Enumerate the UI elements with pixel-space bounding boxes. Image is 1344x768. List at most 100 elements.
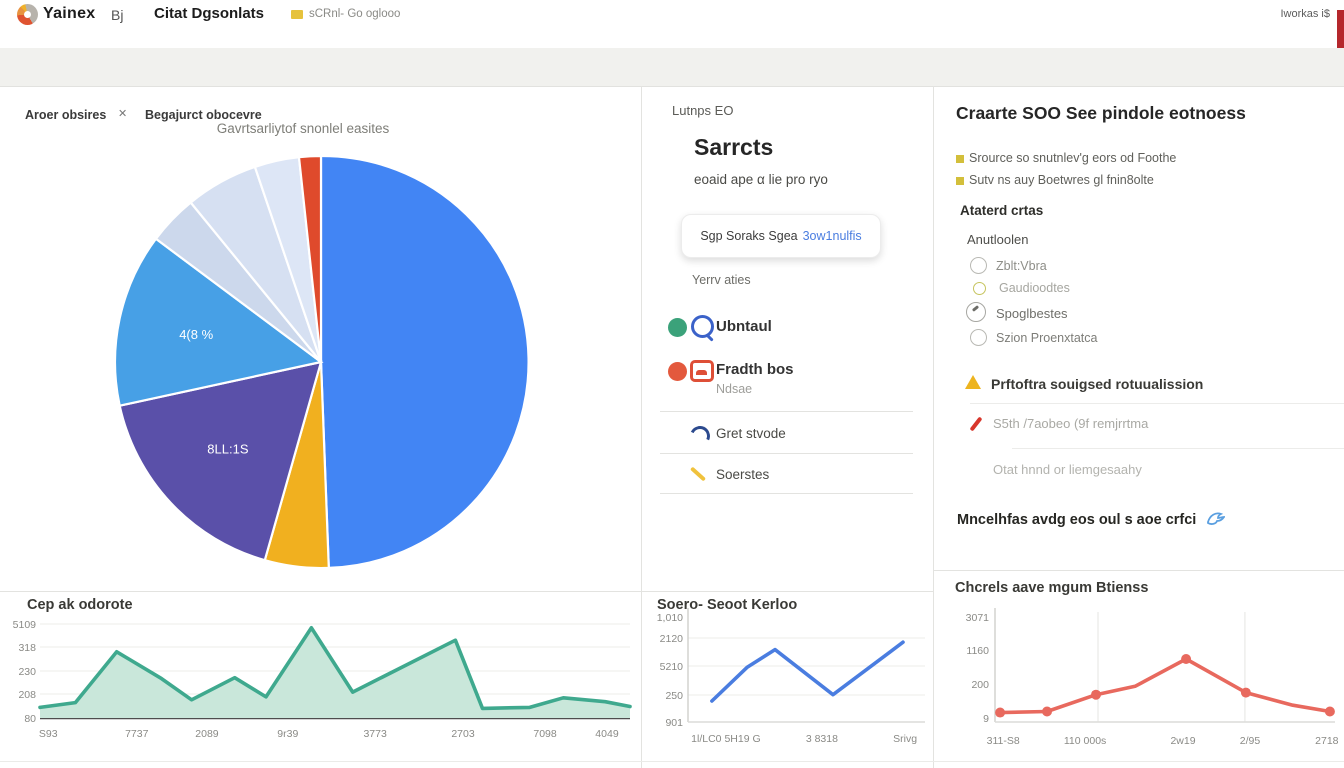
middle-list-label: Yerrv aties [692, 273, 751, 287]
right-divider [970, 403, 1344, 404]
tab-bar: Aroer obsires ✕ Begajurct obocevre [0, 48, 1344, 122]
blue-line-chart: 1,010 2120 5210 250 901 1l/LC0 5H19 G 3 8318 Sr… [657, 608, 925, 745]
right-divider [1012, 448, 1344, 449]
line-chart-title: Soero- Seoot Kerloo [657, 597, 798, 613]
download-button-link[interactable]: 3ow1nulfis [802, 229, 862, 243]
photo-icon [690, 360, 714, 382]
list-item-label: Soerstes [716, 467, 770, 482]
warning-label: Prftoftra souigsed rotuualission [991, 376, 1204, 392]
radio-label: Spoglbestes [996, 306, 1068, 321]
nav-badge-label[interactable]: sCRnl- Go oglooo [309, 8, 401, 20]
red-chart-title: Chcrels aave mgum Btienss [955, 580, 1149, 596]
list-item[interactable]: Fradth bos Ndsae [660, 356, 915, 402]
bullet-square-icon [956, 155, 964, 163]
svg-text:318: 318 [18, 642, 36, 654]
svg-text:901: 901 [665, 717, 683, 729]
right-section-label: Ataterd crtas [960, 203, 1044, 218]
middle-eyebrow: Lutnps EO [672, 103, 734, 118]
svg-text:3 8318: 3 8318 [806, 733, 838, 745]
svg-text:230: 230 [18, 666, 36, 678]
svg-text:110 000s: 110 000s [1064, 735, 1106, 747]
svg-text:80: 80 [24, 713, 36, 725]
radio-icon[interactable] [966, 302, 986, 322]
svg-text:7737: 7737 [125, 728, 149, 740]
divider-col-2 [933, 86, 934, 768]
radio-option[interactable]: Zblt:Vbra [970, 257, 1270, 277]
svg-text:208: 208 [18, 689, 36, 701]
list-item-label: Fradth bos [716, 361, 794, 378]
right-panel-title: Craarte SOO See pindole eotnoess [956, 103, 1246, 123]
svg-text:4049: 4049 [595, 728, 619, 740]
radio-option[interactable]: Szion Proenxtatca [970, 329, 1270, 349]
red-slash-icon [969, 416, 983, 432]
svg-text:1l/LC0 5H19 G: 1l/LC0 5H19 G [691, 733, 760, 745]
svg-text:5210: 5210 [660, 661, 684, 673]
svg-text:3773: 3773 [363, 728, 387, 740]
bullet-text: Sutv ns auy Boetwres gl fnin8olte [969, 173, 1154, 187]
pie-chart-title: Gavrtsarliytof snonlel easites [216, 121, 390, 136]
svg-text:2w19: 2w19 [1170, 735, 1195, 747]
download-button-label: Sgp Soraks Sgea [700, 229, 798, 243]
svg-text:1,010: 1,010 [657, 612, 683, 624]
bullet-text: Srource so snutnlev'g eors od Foothe [969, 151, 1177, 165]
svg-text:2703: 2703 [451, 728, 475, 740]
footer-note-row: Mncelhfas avdg eos oul s aoe crfci [957, 511, 1344, 531]
header-right-label[interactable]: Iworkas i$ [1280, 8, 1330, 20]
radio-icon[interactable] [970, 257, 987, 274]
warning-row[interactable]: Prftoftra souigsed rotuualission [965, 374, 1344, 394]
nav-item-primary[interactable]: Citat Dgsonlats [154, 5, 265, 22]
svg-text:9r39: 9r39 [277, 728, 298, 740]
red-line-chart: 3071 1160 200 9 311-S8 110 000s 2w19 2/95 2718 [966, 608, 1339, 747]
pie-chart: 8LL:1S 4(8 % [114, 155, 528, 569]
logo-text[interactable]: Yainex [43, 5, 96, 22]
svg-text:1160: 1160 [966, 645, 989, 657]
svg-text:2718: 2718 [1315, 735, 1339, 747]
download-button[interactable]: Sgp Soraks Sgea 3ow1nulfis [681, 214, 881, 258]
radio-group-label: Anutloolen [967, 232, 1029, 247]
yellow-badge-icon [291, 10, 303, 19]
yellow-slash-icon [689, 466, 707, 482]
list-item-label: Gret stvode [716, 426, 786, 441]
bullet-row: Sutv ns auy Boetwres gl fnin8olte [956, 173, 1336, 191]
arc-icon [687, 423, 713, 449]
radio-icon[interactable] [970, 329, 987, 346]
nav-item-secondary[interactable]: Bj [111, 7, 124, 23]
yandex-logo-icon[interactable] [17, 4, 38, 25]
header-red-marker [1337, 10, 1344, 50]
radio-label: Szion Proenxtatca [996, 331, 1098, 345]
list-item[interactable]: Ubntaul [660, 312, 915, 344]
middle-title: Sarrcts [694, 134, 774, 160]
red-dot-icon [668, 362, 687, 381]
list-item[interactable]: Soerstes [660, 463, 915, 487]
list-divider [660, 411, 913, 412]
radio-label: Zblt:Vbra [996, 259, 1047, 273]
svg-text:Srivg: Srivg [893, 733, 917, 745]
muted-row[interactable]: S5th /7aobeo (9f remjrrtma [966, 413, 1344, 433]
list-item-sublabel: Ndsae [716, 382, 753, 396]
svg-text:4(8 %: 4(8 % [179, 327, 213, 342]
bird-icon[interactable] [1206, 511, 1226, 527]
bullet-square-icon [956, 177, 964, 185]
radio-icon[interactable] [973, 282, 986, 295]
app-header: Yainex Bj Citat Dgsonlats sCRnl- Go oglo… [0, 0, 1344, 30]
svg-text:250: 250 [665, 690, 683, 702]
area-chart-title: Cep ak odorote [27, 597, 133, 613]
tab-active[interactable]: Aroer obsires [25, 108, 107, 122]
muted-label: Otat hnnd or liemgesaahy [993, 462, 1142, 477]
radio-option[interactable]: Gaudioodtes [970, 280, 1270, 298]
search-icon [691, 315, 714, 338]
list-item[interactable]: Gret stvode [660, 423, 915, 449]
close-icon[interactable]: ✕ [118, 108, 128, 120]
svg-text:311-S8: 311-S8 [987, 735, 1020, 747]
list-item-label: Ubntaul [716, 318, 772, 335]
middle-subtitle: eoaid ape α lie pro ryo [694, 172, 828, 187]
svg-text:8LL:1S: 8LL:1S [207, 441, 249, 456]
svg-text:5109: 5109 [13, 619, 37, 631]
divider-col-1 [641, 86, 642, 768]
tab-secondary[interactable]: Begajurct obocevre [145, 108, 262, 122]
radio-option[interactable]: Spoglbestes [966, 302, 1266, 324]
radio-label: Gaudioodtes [999, 281, 1070, 295]
list-divider [660, 493, 913, 494]
warning-triangle-icon [965, 375, 981, 389]
